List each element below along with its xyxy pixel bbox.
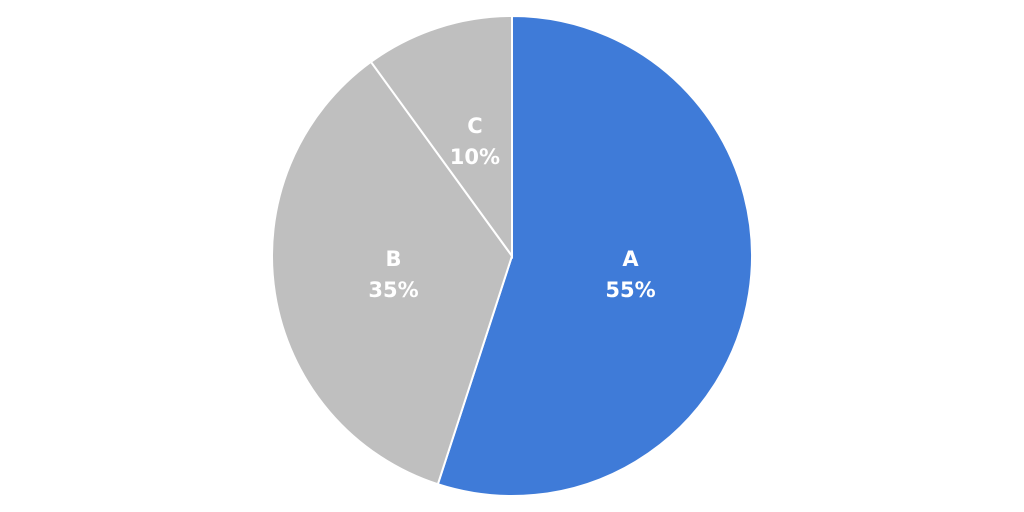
slice-category-label: C xyxy=(467,114,482,138)
slice-category-label: A xyxy=(622,247,639,271)
slice-value-label: 35% xyxy=(368,278,418,302)
pie-slice xyxy=(436,14,753,497)
slice-category-label: B xyxy=(385,247,401,271)
slice-value-label: 55% xyxy=(605,278,655,302)
slice-value-label: 10% xyxy=(450,145,500,169)
pie-slice xyxy=(271,60,514,486)
pie-slice xyxy=(369,14,513,260)
